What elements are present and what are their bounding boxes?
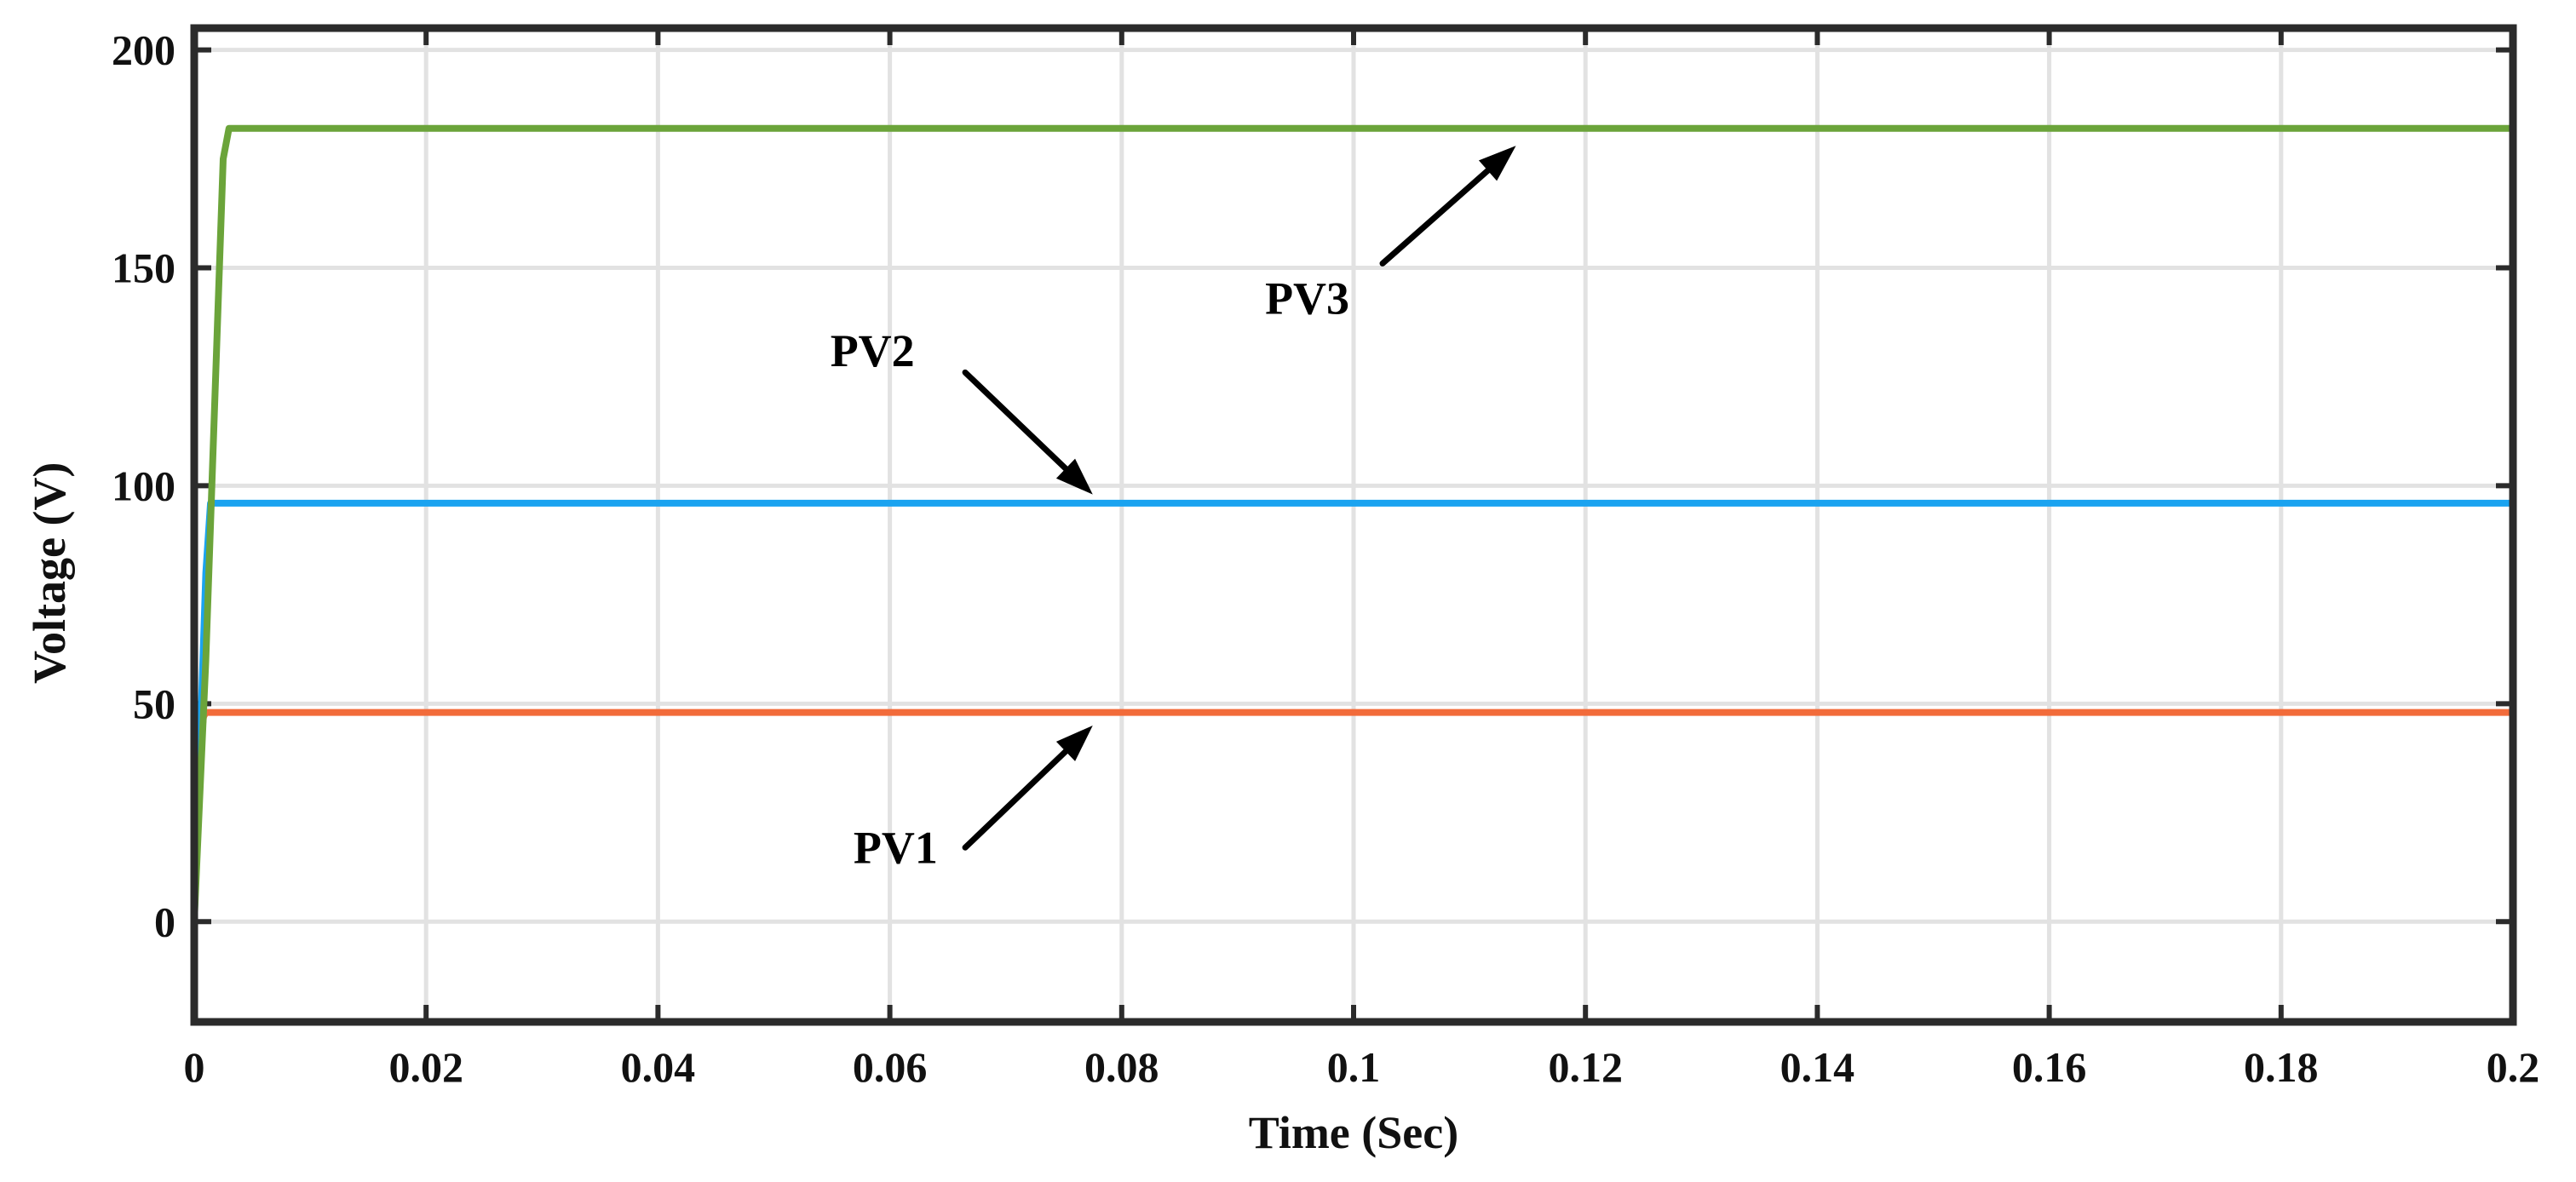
x-tick-label: 0.04 <box>621 1043 696 1091</box>
x-tick-label: 0.1 <box>1327 1043 1381 1091</box>
annotation-arrowhead-pv1 <box>1055 725 1093 761</box>
plot-frame <box>190 24 2517 1026</box>
annotation-label-pv1: PV1 <box>854 822 938 873</box>
annotation-arrow-pv1 <box>962 746 1072 851</box>
annotation-arrow-pv2 <box>962 369 1072 474</box>
annotation-arrowhead-pv2 <box>1055 458 1093 495</box>
tick-labels: 0 0.02 0.04 0.06 0.08 0.1 0.12 0.14 0.16 0.18 0.2 0… <box>112 26 2539 1091</box>
y-tick-label: 0 <box>154 898 175 945</box>
annotations: PV1 PV2 PV3 <box>831 146 1516 873</box>
annotation-arrow-pv3 <box>1379 165 1494 267</box>
x-tick-label: 0.06 <box>853 1043 928 1091</box>
annotation-label-pv3: PV3 <box>1265 273 1349 324</box>
x-tick-label: 0.12 <box>1548 1043 1623 1091</box>
x-tick-label: 0.2 <box>2487 1043 2540 1091</box>
x-tick-label: 0.14 <box>1780 1043 1855 1091</box>
y-tick-label: 200 <box>112 26 175 74</box>
x-tick-label: 0.02 <box>388 1043 463 1091</box>
y-tick-label: 150 <box>112 244 175 292</box>
x-tick-label: 0.18 <box>2244 1043 2319 1091</box>
x-axis-title: Time (Sec) <box>1249 1107 1458 1158</box>
series-line-pv3 <box>191 124 2516 926</box>
y-tick-label: 50 <box>133 680 175 727</box>
x-tick-label: 0.08 <box>1084 1043 1159 1091</box>
y-axis-title: Voltage (V) <box>24 462 75 684</box>
y-tick-label: 100 <box>112 462 175 509</box>
annotation-label-pv2: PV2 <box>831 325 915 376</box>
x-tick-label: 0 <box>184 1043 205 1091</box>
annotation-arrowhead-pv3 <box>1478 146 1516 181</box>
x-tick-label: 0.16 <box>2012 1043 2087 1091</box>
